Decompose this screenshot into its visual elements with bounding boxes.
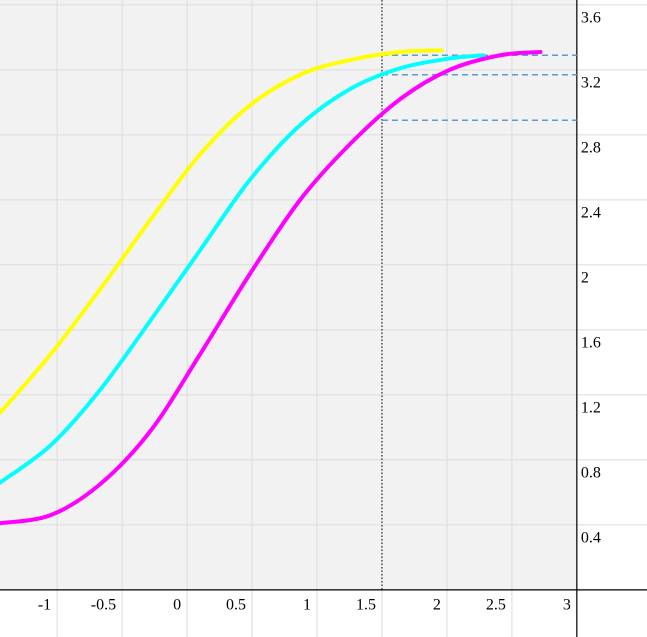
curve [0, 53, 486, 485]
y-tick-label: 2.4 [581, 205, 601, 222]
plot-background [0, 0, 577, 590]
y-tick-label: 3.6 [581, 10, 601, 27]
x-tick-label: -0.5 [91, 597, 116, 614]
y-tick-label: 2 [581, 270, 589, 287]
y-tick-label: 0.4 [581, 530, 601, 547]
y-tick-label: 1.6 [581, 335, 601, 352]
y-tick-label: 2.8 [581, 140, 601, 157]
y-tick-label: 0.8 [581, 465, 601, 482]
x-tick-label: 1.5 [356, 597, 376, 614]
x-tick-label: 2.5 [486, 597, 506, 614]
curve [0, 48, 444, 415]
y-tick-label: 1.2 [581, 400, 601, 417]
x-tick-label: -1 [38, 597, 51, 614]
x-tick-label: 1 [303, 597, 311, 614]
curve [0, 50, 543, 526]
x-tick-label: 0 [173, 597, 181, 614]
x-tick-label: 2 [433, 597, 441, 614]
y-tick-label: 3.2 [581, 75, 601, 92]
x-tick-label: 0.5 [226, 597, 246, 614]
x-tick-label: 3 [563, 597, 571, 614]
